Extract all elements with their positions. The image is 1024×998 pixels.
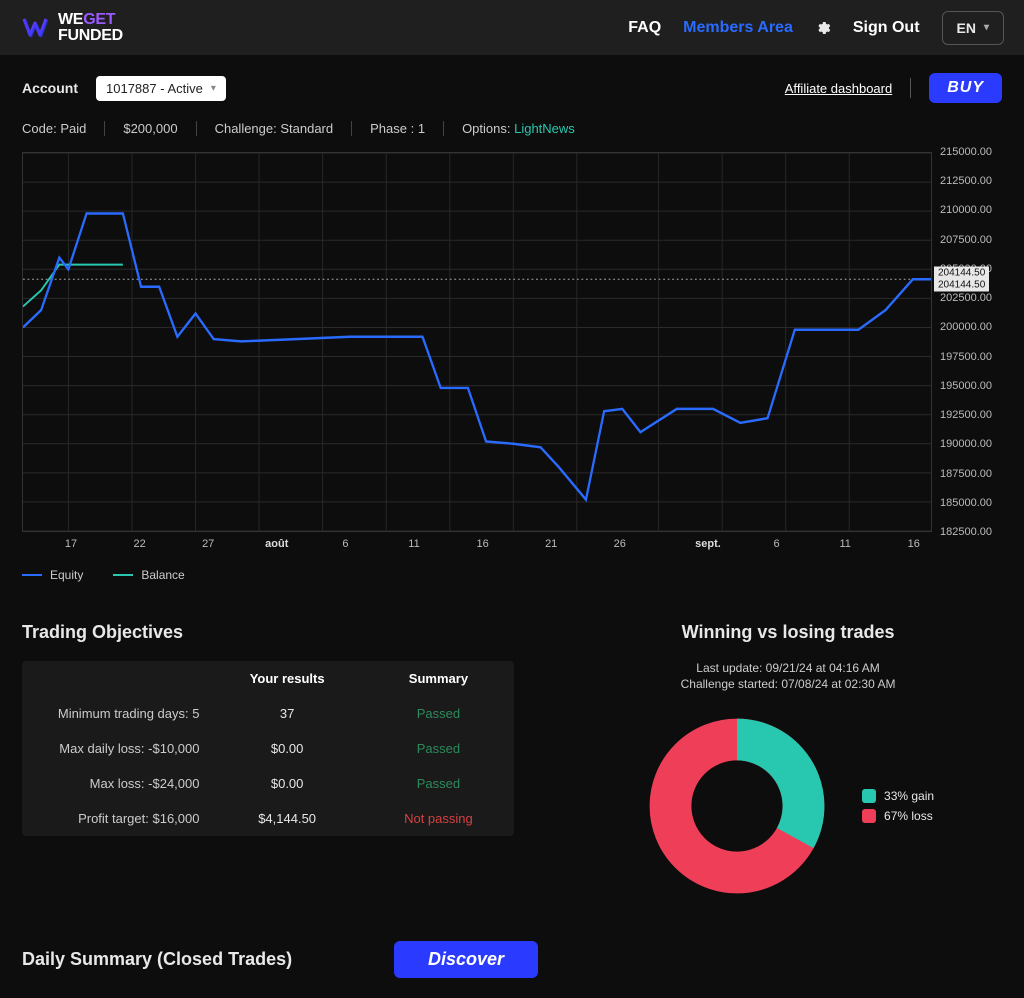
x-tick: 6 xyxy=(342,538,348,550)
y-tick: 202500.00 xyxy=(940,292,992,304)
legend-balance: Balance xyxy=(113,568,184,582)
x-tick: 16 xyxy=(476,538,488,550)
table-row: Profit target: $16,000$4,144.50Not passi… xyxy=(22,801,514,836)
y-tick: 210000.00 xyxy=(940,204,992,216)
nav-members-area[interactable]: Members Area xyxy=(683,19,793,37)
objective-summary: Passed xyxy=(363,731,514,766)
info-challenge: Challenge: Standard xyxy=(197,121,353,136)
y-tick: 200000.00 xyxy=(940,321,992,333)
y-tick: 185000.00 xyxy=(940,497,992,509)
chart-x-axis: 17 22 27 août 6 11 16 21 26 sept. 6 11 16 xyxy=(22,538,1002,558)
logo-text: WEGET FUNDED xyxy=(58,12,123,44)
buy-button[interactable]: BUY xyxy=(929,73,1002,103)
x-tick: 21 xyxy=(545,538,557,550)
gear-icon[interactable] xyxy=(815,20,831,36)
objective-label: Profit target: $16,000 xyxy=(22,801,211,836)
chevron-down-icon: ▾ xyxy=(211,83,216,94)
objective-label: Max loss: -$24,000 xyxy=(22,766,211,801)
y-tick: 182500.00 xyxy=(940,526,992,538)
info-balance: $200,000 xyxy=(105,121,196,136)
objectives-title: Trading Objectives xyxy=(22,622,514,643)
nav-signout[interactable]: Sign Out xyxy=(853,19,920,37)
language-value: EN xyxy=(957,20,976,36)
language-select[interactable]: EN ▾ xyxy=(942,11,1004,45)
x-tick: sept. xyxy=(695,538,721,550)
chart-legend: Equity Balance xyxy=(22,558,1002,582)
nav-faq[interactable]: FAQ xyxy=(628,19,661,37)
x-tick: 6 xyxy=(774,538,780,550)
y-tick: 195000.00 xyxy=(940,380,992,392)
y-tick: 197500.00 xyxy=(940,351,992,363)
logo-icon xyxy=(20,13,50,43)
challenge-started: Challenge started: 07/08/24 at 02:30 AM xyxy=(574,677,1002,691)
winlose-panel: Winning vs losing trades Last update: 09… xyxy=(574,622,1002,901)
winlose-title: Winning vs losing trades xyxy=(574,622,1002,643)
y-tick: 212500.00 xyxy=(940,175,992,187)
divider xyxy=(910,78,911,98)
trading-objectives-panel: Trading Objectives Your results Summary … xyxy=(22,622,514,901)
donut-chart xyxy=(642,711,832,901)
y-tick: 207500.00 xyxy=(940,234,992,246)
info-code: Code: Paid xyxy=(22,121,105,136)
chart-plot[interactable] xyxy=(22,152,932,532)
last-update: Last update: 09/21/24 at 04:16 AM xyxy=(574,661,1002,675)
objective-result: $0.00 xyxy=(211,731,362,766)
objectives-table: Your results Summary Minimum trading day… xyxy=(22,661,514,836)
x-tick: 17 xyxy=(65,538,77,550)
objective-summary: Passed xyxy=(363,766,514,801)
account-bar: Account 1017887 - Active ▾ Affiliate das… xyxy=(0,55,1024,113)
x-tick: 16 xyxy=(908,538,920,550)
info-phase: Phase : 1 xyxy=(352,121,444,136)
info-options: Options: LightNews xyxy=(444,121,593,136)
objective-result: $0.00 xyxy=(211,766,362,801)
x-tick: 11 xyxy=(839,538,850,550)
account-selected: 1017887 - Active xyxy=(106,81,203,96)
account-select[interactable]: 1017887 - Active ▾ xyxy=(96,76,226,101)
x-tick: 22 xyxy=(133,538,145,550)
y-tick: 190000.00 xyxy=(940,438,992,450)
daily-summary-title: Daily Summary (Closed Trades) xyxy=(22,949,292,970)
nav: FAQ Members Area Sign Out EN ▾ xyxy=(628,11,1004,45)
legend-gain: 33% gain xyxy=(862,789,934,803)
table-row: Max loss: -$24,000$0.00Passed xyxy=(22,766,514,801)
x-tick: 11 xyxy=(408,538,419,550)
objective-label: Minimum trading days: 5 xyxy=(22,696,211,731)
y-tick: 215000.00 xyxy=(940,146,992,158)
account-label: Account xyxy=(22,80,78,96)
table-header: Your results Summary xyxy=(22,661,514,696)
y-tick: 192500.00 xyxy=(940,409,992,421)
objective-result: $4,144.50 xyxy=(211,801,362,836)
chevron-down-icon: ▾ xyxy=(984,22,989,33)
daily-summary-row: Daily Summary (Closed Trades) Discover xyxy=(0,921,560,998)
x-tick: août xyxy=(265,538,288,550)
objective-summary: Not passing xyxy=(363,801,514,836)
chart-y-axis: 215000.00212500.00210000.00207500.002050… xyxy=(932,152,1002,532)
x-tick: 27 xyxy=(202,538,214,550)
logo[interactable]: WEGET FUNDED xyxy=(20,12,123,44)
objective-result: 37 xyxy=(211,696,362,731)
objective-label: Max daily loss: -$10,000 xyxy=(22,731,211,766)
legend-equity: Equity xyxy=(22,568,83,582)
y-tick: 187500.00 xyxy=(940,468,992,480)
equity-chart: 215000.00212500.00210000.00207500.002050… xyxy=(0,152,1024,582)
table-row: Minimum trading days: 537Passed xyxy=(22,696,514,731)
current-value-badge: 204144.50 xyxy=(934,278,989,291)
table-row: Max daily loss: -$10,000$0.00Passed xyxy=(22,731,514,766)
objective-summary: Passed xyxy=(363,696,514,731)
affiliate-dashboard-link[interactable]: Affiliate dashboard xyxy=(785,81,892,96)
donut-legend: 33% gain 67% loss xyxy=(862,783,934,829)
x-tick: 26 xyxy=(614,538,626,550)
info-strip: Code: Paid $200,000 Challenge: Standard … xyxy=(0,113,1024,152)
discover-button[interactable]: Discover xyxy=(394,941,538,978)
topbar: WEGET FUNDED FAQ Members Area Sign Out E… xyxy=(0,0,1024,55)
legend-loss: 67% loss xyxy=(862,809,934,823)
